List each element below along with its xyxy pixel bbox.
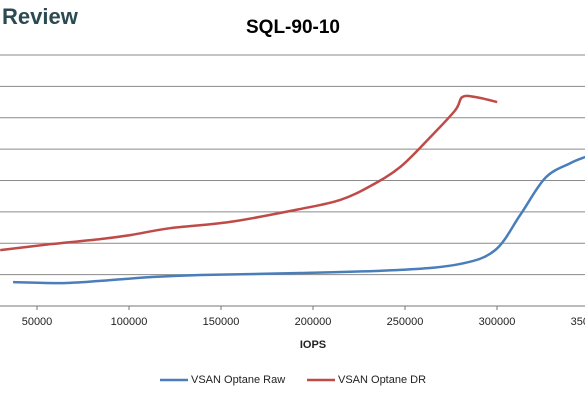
x-axis-label: IOPS xyxy=(300,339,326,351)
chart-title: SQL-90-10 xyxy=(246,17,340,38)
x-tick-label: 300000 xyxy=(479,316,516,328)
x-tick-label: 50000 xyxy=(22,316,53,328)
series-line xyxy=(0,94,498,252)
x-tick-label: 200000 xyxy=(295,316,332,328)
legend-label: VSAN Optane DR xyxy=(338,374,426,386)
legend-label: VSAN Optane Raw xyxy=(191,374,285,386)
x-tick-label: 150000 xyxy=(203,316,240,328)
x-tick-label: 350000 xyxy=(571,316,585,328)
x-tick-label: 250000 xyxy=(387,316,424,328)
brand: Review xyxy=(2,4,79,29)
series-line xyxy=(13,155,585,285)
x-tick-label: 100000 xyxy=(111,316,148,328)
